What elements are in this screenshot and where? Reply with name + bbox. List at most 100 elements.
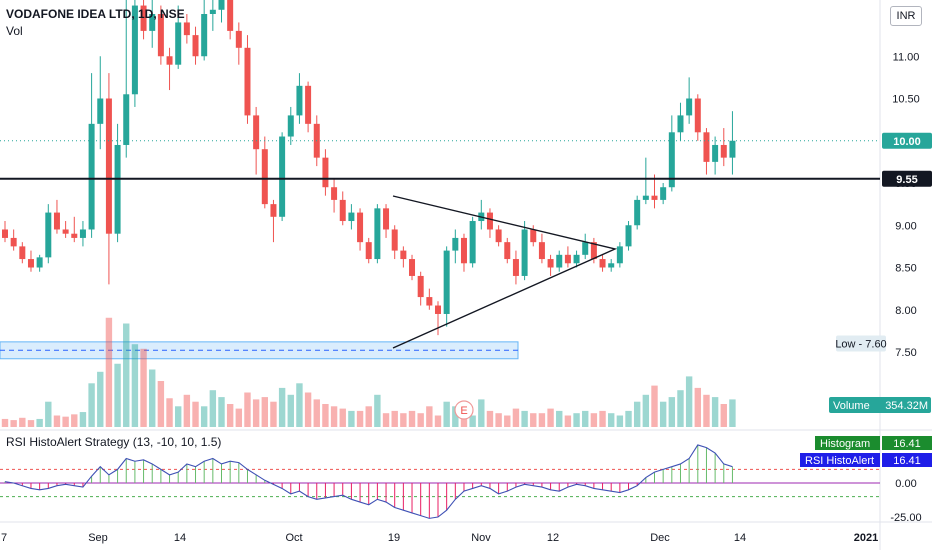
time-tick-label: 2021 [854,532,878,544]
volume-bar [149,369,156,427]
rsi-line [4,444,733,519]
candle-body [270,204,277,217]
volume-bar [348,410,355,427]
candle-body [608,263,615,268]
volume-bar [71,414,78,427]
candle-body [348,212,355,222]
candle-body [36,257,43,268]
volume-bar [625,410,632,427]
candle-body [590,242,597,260]
volume-bar [668,397,676,427]
candle-body [88,123,95,230]
volume-bar [400,413,407,427]
volume-bar [1,418,9,427]
candle-body [105,98,112,234]
candle-body [45,212,52,258]
volume-bar [166,398,173,427]
candle-body [703,132,710,162]
candle-body [686,98,693,116]
candle-body [227,0,234,31]
candle-body [452,237,459,251]
histogram-legend-label: Histogram [820,438,870,450]
candle-body [720,144,727,158]
candle-body [668,132,675,188]
volume-bar [45,401,52,427]
candle-body [582,242,589,255]
volume-bar [365,406,372,427]
candle-body [19,246,26,260]
volume-bar [469,415,476,427]
volume-bar [27,420,35,427]
volume-bar [711,397,719,427]
time-tick-label: 19 [388,532,400,544]
rsi-tick-label: 0.00 [895,478,916,490]
resistance-badge: 9.55 [896,174,917,186]
candle-body [322,157,329,188]
volume-bar [452,406,459,427]
candle-body [339,199,346,222]
candle-body [140,5,147,31]
candle-body [547,259,554,268]
volume-bar [460,413,468,427]
candle-body [400,250,407,260]
candle-body [123,94,130,145]
currency-badge[interactable]: INR [890,6,922,26]
candle-body [729,140,736,158]
volume-bar [564,415,572,427]
candle-body [486,212,493,230]
volume-badge-value: 354.32M [885,400,928,412]
volume-bar [685,376,693,427]
rsi-value: 16.41 [893,455,921,467]
volume-bar [651,385,658,427]
candle-body [244,47,251,116]
time-tick-label: 14 [174,532,186,544]
candle-body [2,229,8,238]
volume-bar [374,394,381,427]
rsi-legend-label: RSI HistoAlert [805,455,874,467]
volume-bar [62,416,69,427]
volume-bar [10,420,17,427]
candle-body [71,233,78,238]
candle-body [287,115,294,137]
time-tick-label: Sep [88,532,108,544]
candle-body [131,5,138,95]
volume-bar [244,392,251,427]
candle-body [443,250,450,314]
candle-body [357,212,364,243]
candle-body [235,30,242,48]
volume-bar [633,401,641,427]
volume-bar [278,387,286,427]
candle-body [10,237,17,247]
volume-bar [218,397,225,427]
volume-bar [512,408,520,427]
support-zone [0,341,519,360]
time-tick-label: Dec [650,532,670,544]
candle-body [97,98,104,124]
candle-body [616,246,623,264]
price-tick-label: 9.00 [895,220,916,232]
candle-body [374,208,381,260]
time-tick-label: Nov [471,532,491,544]
volume-bar [175,406,182,427]
volume-badge-bg [829,397,931,413]
volume-bar [322,404,329,427]
volume-bar [590,413,598,427]
candle-body [694,98,701,133]
candle-body [62,229,69,234]
volume-bar [538,413,546,427]
volume-bar [330,406,338,427]
volume-bar [556,410,563,427]
candle-body [149,14,156,31]
volume-bar [97,371,104,427]
volume-bar [521,410,528,427]
histogram-legend-bg [815,436,880,450]
candle-body [634,199,641,226]
price-tick-label: 8.50 [895,263,916,275]
volume-bar [495,413,502,427]
candle-body [599,259,606,268]
current-price-badge-bg [882,132,932,149]
volume-bar [183,394,191,427]
volume-bar [504,415,511,427]
volume-bar [261,397,268,427]
